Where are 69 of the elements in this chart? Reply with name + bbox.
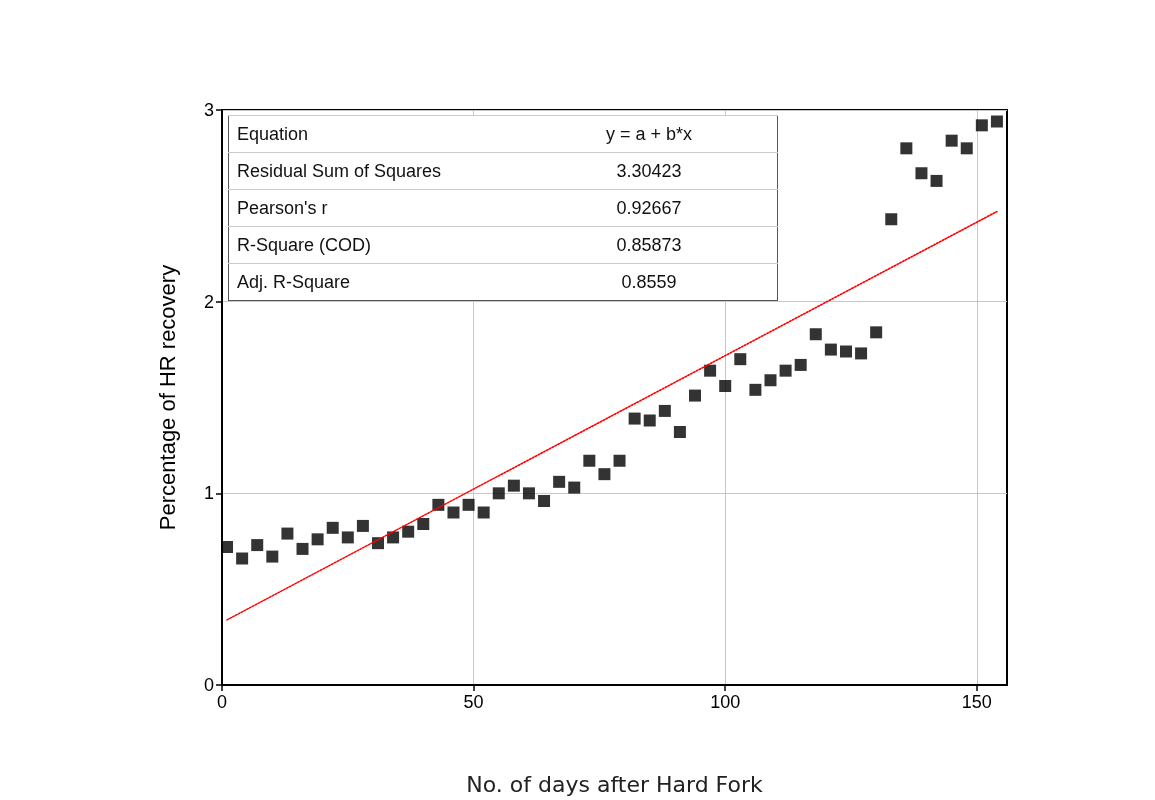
point	[281, 527, 294, 540]
point	[236, 552, 249, 565]
point	[356, 519, 369, 532]
point	[779, 364, 792, 377]
point	[719, 380, 732, 392]
point	[326, 521, 339, 534]
point	[553, 475, 566, 488]
point	[764, 374, 777, 387]
point	[975, 119, 988, 132]
point	[628, 412, 641, 425]
y-tick-label: 0	[203, 675, 214, 695]
annotation: 0.85873	[521, 226, 778, 264]
point	[643, 414, 656, 427]
point	[477, 506, 490, 519]
point	[522, 487, 535, 500]
point	[990, 115, 1003, 128]
annotation: Residual Sum of Squares	[228, 152, 521, 190]
point	[296, 542, 309, 555]
annotation: R-Square (COD)	[228, 226, 521, 264]
annotation: Equation	[228, 115, 521, 153]
point	[870, 326, 883, 339]
point	[341, 531, 354, 544]
annotation: y = a + b*x	[521, 115, 778, 153]
point	[583, 454, 596, 467]
annotation: 0.8559	[521, 263, 778, 301]
point	[387, 531, 400, 544]
point	[689, 389, 702, 402]
point	[492, 487, 505, 500]
point	[839, 345, 852, 358]
point	[251, 539, 264, 552]
point	[538, 495, 551, 507]
annotation: Adj. R-Square	[228, 263, 521, 301]
point	[568, 481, 581, 494]
point	[824, 343, 837, 356]
point	[809, 328, 822, 341]
point	[930, 174, 943, 187]
point	[507, 479, 520, 492]
annotation: Pearson's r	[228, 189, 521, 227]
point	[900, 142, 913, 155]
point	[266, 550, 279, 563]
annotation: 3.30423	[521, 152, 778, 190]
point	[885, 213, 898, 226]
y-tick-label: 2	[203, 291, 214, 312]
y-tick-label: 3	[203, 100, 214, 120]
point	[673, 426, 686, 438]
point	[734, 353, 747, 366]
point	[402, 525, 415, 538]
point	[960, 142, 973, 155]
x-tick-label: 150	[961, 692, 992, 712]
x-tick-label: 100	[710, 692, 741, 712]
x-tick-label: 0	[216, 692, 228, 712]
point	[704, 364, 717, 377]
point	[794, 358, 807, 371]
point	[855, 347, 868, 360]
y-axis-title: Percentage of HR recovery	[154, 264, 180, 531]
point	[749, 383, 762, 396]
x-tick-label: 50	[463, 692, 484, 712]
point	[598, 468, 611, 481]
x-axis-title: No. of days after Hard Fork	[466, 771, 763, 797]
point	[462, 498, 475, 511]
point	[658, 404, 671, 417]
annotation: 0.92667	[521, 189, 778, 227]
point	[447, 506, 460, 519]
point	[613, 454, 626, 467]
point	[417, 518, 430, 530]
point	[945, 134, 958, 147]
point	[311, 533, 324, 546]
y-tick-label: 1	[203, 483, 214, 504]
point	[915, 167, 928, 180]
